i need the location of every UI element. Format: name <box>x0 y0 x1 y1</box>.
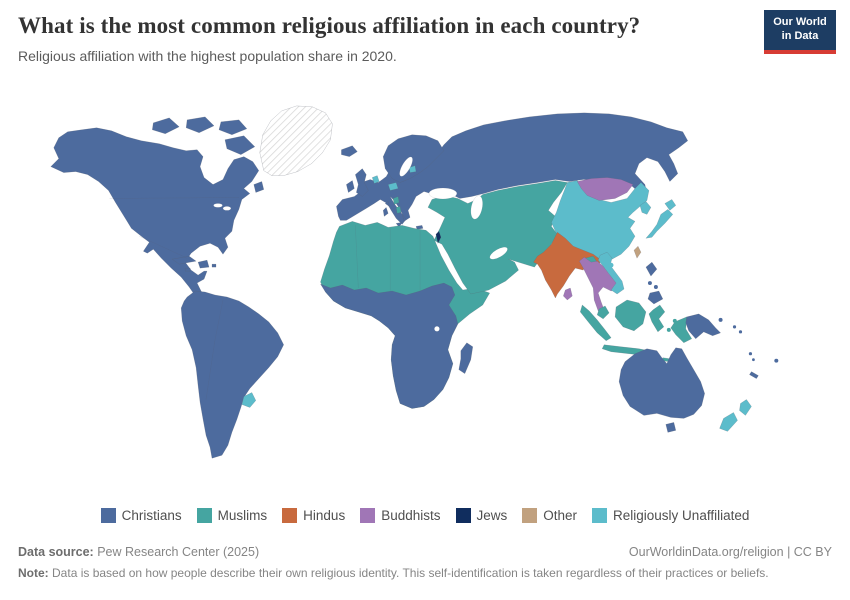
region-vanuatu[interactable] <box>748 352 753 356</box>
buddhists-swatch <box>360 508 376 523</box>
legend-item-hindus[interactable]: Hindus <box>282 508 345 523</box>
region-tasmania[interactable] <box>665 422 677 433</box>
data-source-value: Pew Research Center (2025) <box>97 545 260 559</box>
region-visayas[interactable] <box>647 281 652 286</box>
region-new-caledonia[interactable] <box>749 371 759 379</box>
region-estonia[interactable] <box>408 165 417 173</box>
owid-link[interactable]: OurWorldinData.org/religion | CC BY <box>628 545 832 559</box>
black-sea <box>428 187 458 200</box>
region-sri-lanka[interactable] <box>563 287 573 301</box>
region-canadian-arctic-islands[interactable] <box>152 116 265 193</box>
region-sub-saharan-africa[interactable] <box>320 282 459 409</box>
region-iceland[interactable] <box>341 145 358 157</box>
legend-label: Buddhists <box>381 508 441 523</box>
region-korea[interactable] <box>639 201 652 215</box>
region-caribbean[interactable] <box>171 255 217 272</box>
region-taiwan[interactable] <box>633 245 642 259</box>
legend-item-unaffiliated[interactable]: Religiously Unaffiliated <box>592 508 749 523</box>
region-moluccas[interactable] <box>666 327 671 332</box>
region-australia[interactable] <box>618 347 705 419</box>
chart-note: Note: Data is based on how people descri… <box>18 566 832 580</box>
legend-item-muslims[interactable]: Muslims <box>196 508 268 523</box>
legend-item-jews[interactable]: Jews <box>455 508 508 523</box>
region-bosnia[interactable] <box>392 196 400 205</box>
region-india[interactable] <box>533 232 602 299</box>
christians-swatch <box>100 508 116 523</box>
legend-item-christians[interactable]: Christians <box>100 508 182 523</box>
chart-header: What is the most common religious affili… <box>18 12 750 64</box>
region-vietnam[interactable] <box>597 251 625 295</box>
legend-label: Hindus <box>303 508 346 523</box>
region-solomons-2[interactable] <box>738 330 743 334</box>
region-china[interactable] <box>551 180 650 263</box>
legend-label: Religiously Unaffiliated <box>613 508 750 523</box>
legend-label: Muslims <box>217 508 268 523</box>
region-madagascar[interactable] <box>458 342 474 374</box>
baltic-sea <box>399 156 413 177</box>
region-netherlands[interactable] <box>372 175 380 184</box>
region-papua-new-guinea[interactable] <box>685 313 721 340</box>
owid-logo-line1: Our World <box>773 16 827 29</box>
great-lakes <box>213 203 223 208</box>
note-label: Note: <box>18 566 49 580</box>
region-british-isles[interactable] <box>346 168 369 197</box>
region-visayas-2[interactable] <box>653 285 658 290</box>
chart-footer: Data source: Pew Research Center (2025) … <box>18 545 832 580</box>
region-albania[interactable] <box>395 206 402 214</box>
world-map[interactable] <box>0 86 850 504</box>
legend-label: Jews <box>476 508 508 523</box>
region-new-britain[interactable] <box>718 317 723 322</box>
data-source-label: Data source: <box>18 545 94 559</box>
region-scandinavia[interactable] <box>382 134 445 183</box>
legend-item-buddhists[interactable]: Buddhists <box>360 508 441 523</box>
region-japan[interactable] <box>645 199 677 239</box>
region-fiji[interactable] <box>774 358 779 363</box>
region-israel[interactable] <box>435 231 442 244</box>
region-uruguay[interactable] <box>241 392 257 408</box>
jews-swatch <box>455 508 471 523</box>
region-mediterranean-islands[interactable] <box>382 201 424 230</box>
region-hainan[interactable] <box>608 262 614 268</box>
owid-logo-line2: in Data <box>781 30 819 42</box>
country-borders <box>109 197 421 400</box>
region-philippines[interactable] <box>645 261 664 305</box>
region-solomons[interactable] <box>732 325 737 329</box>
region-greenland-no-data[interactable] <box>259 105 333 176</box>
persian-gulf <box>489 246 508 260</box>
region-mongolia[interactable] <box>577 177 634 201</box>
region-moluccas-2[interactable] <box>672 318 677 323</box>
caspian-sea <box>470 195 483 220</box>
hindus-swatch <box>282 508 298 523</box>
region-new-zealand[interactable] <box>719 399 752 432</box>
region-malaysia[interactable] <box>596 305 610 320</box>
page-title: What is the most common religious affili… <box>18 13 641 38</box>
other-swatch <box>522 508 538 523</box>
chart-subtitle: Religious affiliation with the highest p… <box>18 47 397 64</box>
region-vanuatu-2[interactable] <box>752 358 755 362</box>
legend-label: Other <box>543 508 578 523</box>
owid-logo[interactable]: Our World in Data <box>764 10 836 54</box>
data-source: Data source: Pew Research Center (2025) <box>18 545 259 559</box>
note-value: Data is based on how people describe the… <box>52 566 769 580</box>
lake-victoria <box>434 326 440 332</box>
legend-label: Christians <box>121 508 182 523</box>
unaffiliated-swatch <box>592 508 608 523</box>
region-north-america[interactable] <box>50 127 260 313</box>
great-lakes-2 <box>222 206 232 211</box>
legend: Christians Muslims Hindus Buddhists Jews Othe… <box>0 508 850 523</box>
region-czechia[interactable] <box>387 182 399 191</box>
muslims-swatch <box>196 508 212 523</box>
region-south-america[interactable] <box>180 290 284 459</box>
legend-item-other[interactable]: Other <box>522 508 577 523</box>
